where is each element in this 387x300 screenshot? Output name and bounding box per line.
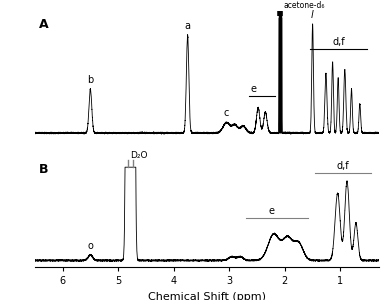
Text: D₂O: D₂O — [130, 151, 148, 160]
Text: e: e — [269, 206, 274, 216]
X-axis label: Chemical Shift (ppm): Chemical Shift (ppm) — [148, 292, 266, 300]
Text: A: A — [39, 18, 49, 31]
Text: acetone-d₆: acetone-d₆ — [284, 1, 325, 10]
Text: d,f: d,f — [337, 161, 349, 171]
Text: c: c — [224, 108, 229, 118]
Text: d,f: d,f — [332, 37, 345, 47]
Text: o: o — [87, 241, 93, 251]
Text: b: b — [87, 75, 94, 85]
Text: $l$: $l$ — [310, 8, 315, 20]
Text: a: a — [185, 21, 191, 31]
Text: B: B — [39, 163, 49, 176]
Text: e: e — [250, 84, 256, 94]
